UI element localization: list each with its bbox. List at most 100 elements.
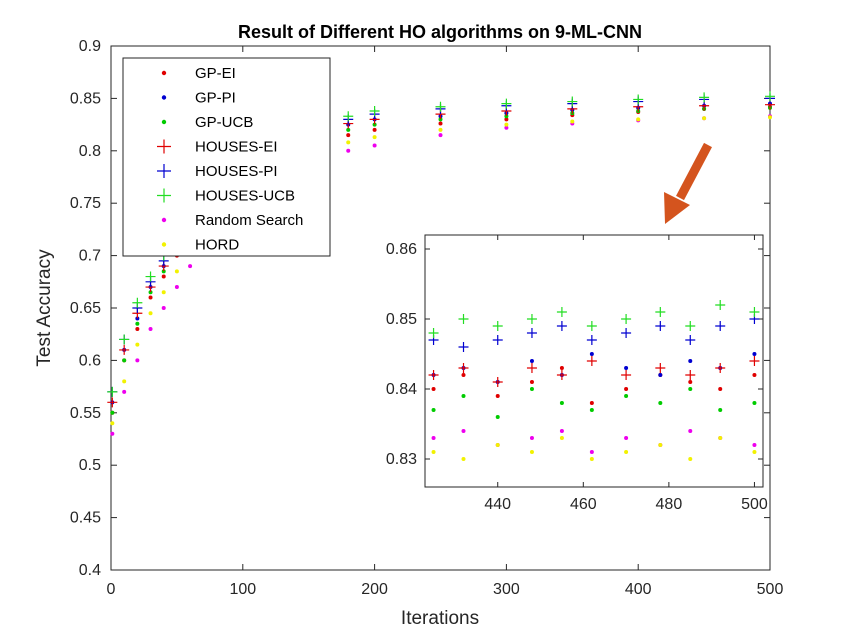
legend-item: HOUSES-EI xyxy=(157,139,278,156)
main-point xyxy=(346,140,351,145)
inset-point xyxy=(688,380,693,384)
inset-point xyxy=(624,387,629,391)
main-y-tick-label: 0.6 xyxy=(79,352,101,369)
arrow-head xyxy=(664,192,690,224)
inset-point xyxy=(461,394,466,398)
inset-point xyxy=(688,387,693,391)
inset-point xyxy=(529,380,534,384)
main-axis-ticks: 0 100 200 300 400 500 0.4 0.45 0.5 0.55 0.6 0.65 0.7… xyxy=(70,38,784,598)
main-point xyxy=(145,271,156,282)
legend-marker xyxy=(157,188,171,203)
legend-box xyxy=(122,57,331,257)
inset-series-houses-ucb xyxy=(428,300,760,338)
inset-point xyxy=(589,352,594,356)
main-point xyxy=(346,148,351,153)
inset-point xyxy=(458,363,469,373)
inset-point xyxy=(529,387,534,391)
inset-point xyxy=(589,408,594,412)
inset-point xyxy=(655,363,666,373)
main-point xyxy=(122,358,127,363)
inset-point xyxy=(559,436,564,440)
inset-point xyxy=(718,408,723,412)
inset-point xyxy=(428,328,439,338)
legend-item: Random Search xyxy=(161,212,303,229)
inset-point xyxy=(492,321,503,331)
main-y-tick-label: 0.8 xyxy=(79,143,101,160)
inset-point xyxy=(431,408,436,412)
main-point xyxy=(161,306,166,310)
inset-point xyxy=(495,415,500,419)
main-point xyxy=(372,127,377,132)
main-point xyxy=(372,135,377,140)
main-point xyxy=(438,127,443,132)
inset-point xyxy=(461,373,466,377)
inset-point xyxy=(655,307,666,317)
inset-point xyxy=(715,300,726,310)
inset-point xyxy=(529,359,534,363)
inset-point xyxy=(586,356,597,366)
main-y-tick-label: 0.55 xyxy=(70,405,101,422)
inset-point xyxy=(559,401,564,405)
main-point xyxy=(765,91,775,102)
inset-point xyxy=(621,314,632,324)
inset-point xyxy=(495,443,500,447)
main-point xyxy=(372,143,377,148)
inset-point xyxy=(559,429,564,433)
inset-series-gp-ucb xyxy=(431,387,757,419)
legend-item: GP-EI xyxy=(161,65,236,82)
inset-point xyxy=(526,363,537,373)
inset-point xyxy=(624,394,629,398)
main-point xyxy=(135,321,140,326)
main-point xyxy=(161,274,166,279)
inset-point xyxy=(752,373,757,377)
legend-marker xyxy=(161,70,167,76)
inset-series-hord xyxy=(431,436,757,461)
inset-axis-ticks: 440 460 480 500 0.83 0.84 0.85 0.86 xyxy=(386,235,768,513)
main-point xyxy=(135,358,140,363)
legend-marker xyxy=(161,242,167,247)
main-y-tick-label: 0.65 xyxy=(70,300,101,317)
inset-y-tick-label: 0.84 xyxy=(386,381,417,398)
inset-point xyxy=(529,436,534,440)
main-point xyxy=(188,264,193,269)
legend-label: HOUSES-UCB xyxy=(195,188,295,205)
main-x-tick-label: 100 xyxy=(229,581,256,598)
inset-point xyxy=(586,321,597,331)
inset-point xyxy=(428,370,439,380)
main-point xyxy=(438,121,443,126)
inset-data-marks xyxy=(428,300,760,461)
inset-point xyxy=(461,457,466,461)
legend-marker xyxy=(157,139,171,154)
main-point xyxy=(702,116,707,121)
inset-point xyxy=(589,401,594,405)
main-y-tick-label: 0.45 xyxy=(70,510,101,527)
inset-point xyxy=(718,387,723,391)
inset-point xyxy=(752,401,757,405)
main-x-tick-label: 400 xyxy=(625,581,652,598)
inset-point xyxy=(685,321,696,331)
y-axis-title: Test Accuracy xyxy=(34,249,55,367)
main-x-tick-label: 0 xyxy=(107,581,116,598)
legend-label: GP-EI xyxy=(195,65,236,82)
legend-item: HOUSES-PI xyxy=(157,163,278,180)
main-y-tick-label: 0.5 xyxy=(79,457,101,474)
inset-point xyxy=(492,335,503,345)
inset-point xyxy=(461,429,466,433)
main-y-tick-label: 0.4 xyxy=(79,562,101,579)
main-point xyxy=(119,344,130,355)
x-axis-title: Iterations xyxy=(401,608,479,629)
main-point xyxy=(135,326,140,331)
legend-item: HORD xyxy=(161,237,239,254)
legend-label: Random Search xyxy=(195,212,303,229)
inset-point xyxy=(688,359,693,363)
inset-point xyxy=(431,450,436,454)
main-point xyxy=(107,386,118,397)
inset-point xyxy=(685,370,696,380)
inset-point xyxy=(658,401,663,405)
main-point xyxy=(768,115,772,120)
inset-point xyxy=(586,335,597,345)
main-y-tick-label: 0.7 xyxy=(79,248,101,265)
inset-point xyxy=(624,436,629,440)
inset-point xyxy=(559,366,564,370)
main-point xyxy=(369,105,380,116)
